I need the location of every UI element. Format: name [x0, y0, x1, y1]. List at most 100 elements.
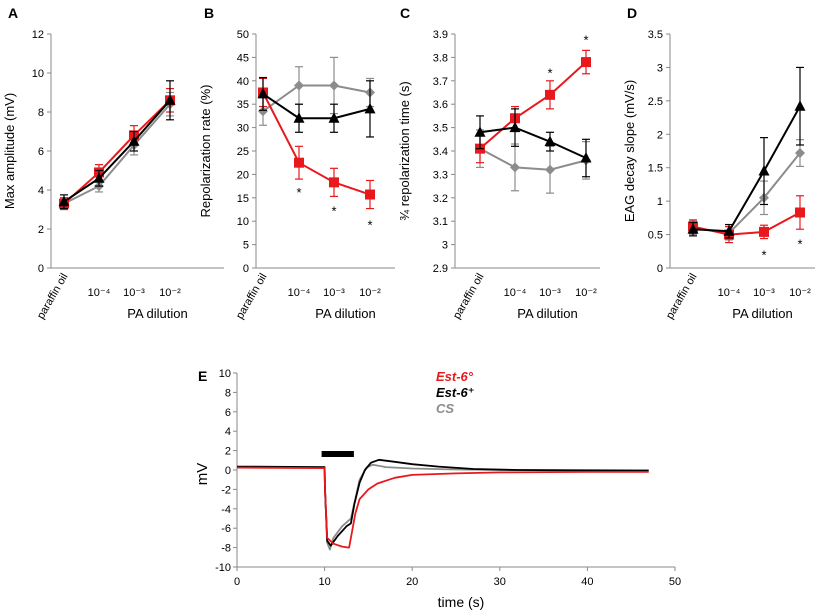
panel-b-ytick-label: 45: [237, 52, 249, 64]
panel-c-triangle-point: [474, 126, 486, 137]
panel-b-triangle-point: [293, 112, 305, 123]
panel-e-legend-item: Est-6°: [436, 369, 474, 384]
panel-d-ytick-label: 0.5: [648, 230, 663, 242]
panel-d-ytick-label: 0: [657, 263, 663, 275]
panel-d-square-point: [759, 226, 769, 237]
panel-e-xtick-label: 30: [494, 576, 506, 588]
panel-c-ytick-label: 3.7: [433, 76, 448, 88]
panel-e-legend-item: Est-6⁺: [436, 385, 475, 400]
panel-e-ytick-label: -10: [215, 562, 231, 574]
panel-b-square-point: [365, 189, 375, 200]
panel-e-xtick-label: 0: [234, 576, 240, 588]
panel-b-significance-star: *: [331, 204, 336, 219]
panel-c-square-point: [545, 89, 555, 100]
panel-e-ytick-label: 2: [225, 446, 231, 458]
panel-e-trace-cs: [237, 463, 649, 551]
panel-d-xtick-label: 10⁻²: [789, 287, 811, 299]
panel-b-xtick-label: 10⁻²: [359, 287, 381, 299]
panel-d-triangle-point: [794, 100, 806, 111]
panel-c-diamond-point: [545, 164, 555, 175]
panel-a-ytick-label: 4: [38, 185, 44, 197]
panel-a-square-line: [63, 99, 171, 205]
panel-c-letter: C: [400, 5, 410, 21]
panel-e-ytick-label: 8: [225, 387, 231, 399]
panel-c-ytick-label: 2.9: [433, 263, 448, 275]
panel-d-significance-star: *: [797, 237, 802, 252]
panel-c-significance-star: *: [583, 33, 588, 48]
panel-d-xlabel: PA dilution: [732, 306, 792, 321]
panel-a-triangle-line: [63, 99, 171, 203]
panel-e-xlabel: time (s): [438, 594, 485, 610]
panel-e-xtick-label: 50: [669, 576, 681, 588]
panel-c-ytick-label: 3.5: [433, 123, 448, 135]
panel-c-ytick-label: 3.4: [433, 146, 448, 158]
panel-a-ytick-label: 2: [38, 224, 44, 236]
panel-a-xtick-label: 10⁻³: [123, 287, 145, 299]
panel-b-ytick-label: 5: [243, 240, 249, 252]
panel-b-triangle-point: [364, 102, 376, 114]
panel-e-ylabel: mV: [194, 463, 211, 486]
panel-d-ylabel: EAG decay slope (mV/s): [622, 80, 637, 222]
panel-a-ytick-label: 10: [32, 68, 44, 80]
panel-d-triangle-line: [692, 105, 801, 233]
panel-c-ytick-label: 3.2: [433, 193, 448, 205]
panel-a-letter: A: [8, 5, 18, 21]
panel-e-ytick-label: 0: [225, 465, 231, 477]
panel-d-significance-star: *: [761, 247, 766, 262]
panel-e-legend-item: CS: [436, 401, 454, 416]
panel-b-square-point: [294, 157, 304, 168]
panel-c-ytick-label: 3.3: [433, 169, 448, 181]
panel-b-xtick-label: paraffin oil: [234, 272, 270, 322]
panel-b-triangle-point: [328, 112, 340, 123]
panel-b-triangle-point: [257, 87, 269, 99]
panel-b-diamond-point: [329, 80, 339, 91]
panel-b-triangle-line: [262, 93, 371, 120]
panel-d-triangle-point: [687, 223, 699, 234]
panel-c-ytick-label: 3.6: [433, 99, 448, 111]
panel-d-ytick-label: 3: [657, 62, 663, 74]
panel-e-ytick-label: -6: [221, 523, 231, 535]
panel-a-xtick-label: paraffin oil: [35, 272, 71, 322]
panel-b-square-point: [329, 177, 339, 188]
panel-a-triangle-point: [128, 135, 140, 146]
panel-e-ytick-label: 10: [219, 368, 231, 380]
panel-d-ytick-label: 2: [657, 129, 663, 141]
panel-b-ytick-label: 0: [243, 263, 249, 275]
panel-b-ytick-label: 20: [237, 169, 249, 181]
panel-d-xtick-label: 10⁻³: [753, 287, 775, 299]
panel-a-ytick-label: 12: [32, 29, 44, 41]
panel-a-ylabel: Max amplitude (mV): [2, 93, 17, 209]
panel-c-xtick-label: 10⁻⁴: [504, 287, 527, 299]
panel-b-xtick-label: 10⁻⁴: [288, 287, 311, 299]
panel-d-triangle-point: [758, 165, 770, 176]
panel-b-ylabel: Repolarization rate (%): [198, 85, 213, 218]
panel-d-xtick-label: 10⁻⁴: [718, 287, 741, 299]
panel-b-ytick-label: 10: [237, 216, 249, 228]
panel-c-ytick-label: 3.1: [433, 216, 448, 228]
panel-d-ytick-label: 1: [657, 196, 663, 208]
panel-a-xtick-label: 10⁻⁴: [88, 287, 111, 299]
panel-c-ytick-label: 3: [442, 240, 448, 252]
panel-d-diamond-point: [795, 148, 805, 159]
panel-c-xtick-label: paraffin oil: [451, 272, 487, 322]
panel-c-triangle-line: [479, 126, 587, 159]
panel-c-ylabel: ¾ repolarization time (s): [397, 81, 412, 220]
panel-c-triangle-point: [544, 135, 556, 147]
panel-a-triangle-point: [164, 94, 176, 105]
panel-e-ytick-label: 6: [225, 407, 231, 419]
panel-a-triangle-point: [58, 195, 70, 207]
panel-c-ytick-label: 3.9: [433, 29, 448, 41]
panel-d-ytick-label: 3.5: [648, 29, 663, 41]
panel-e-letter: E: [198, 368, 207, 384]
panel-a-xtick-label: 10⁻²: [159, 287, 181, 299]
panel-d-xtick-label: paraffin oil: [664, 272, 700, 322]
panel-b-significance-star: *: [367, 218, 372, 233]
panel-b-xlabel: PA dilution: [315, 306, 375, 321]
panel-b-diamond-point: [294, 80, 304, 91]
panel-e-ytick-label: 4: [225, 426, 231, 438]
panel-b-diamond-point: [258, 106, 268, 117]
panel-a-diamond-line: [63, 103, 171, 205]
panel-b-significance-star: *: [296, 185, 301, 200]
panel-b-ytick-label: 35: [237, 99, 249, 111]
